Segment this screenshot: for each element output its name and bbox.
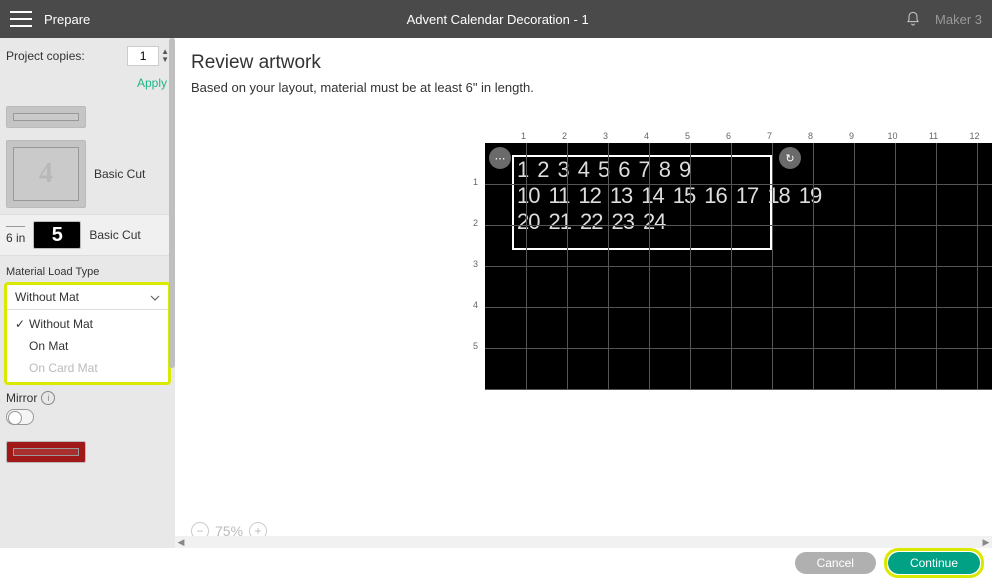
mat-item-red[interactable] — [0, 431, 175, 469]
menu-icon[interactable] — [10, 11, 32, 27]
content: Review artwork Based on your layout, mat… — [175, 38, 992, 548]
mat-item-4[interactable]: 4 Basic Cut — [0, 134, 175, 214]
continue-highlight: Continue — [884, 548, 984, 578]
dropdown-value: Without Mat — [15, 290, 79, 304]
cancel-button[interactable]: Cancel — [795, 552, 876, 574]
apply-button[interactable]: Apply — [137, 76, 167, 90]
artwork-numbers: 123456789101112131415161718192021222324 — [517, 157, 821, 235]
ruler-horizontal: 12345678910111213 — [503, 131, 992, 141]
material-load-dropdown[interactable]: Without Mat — [7, 285, 168, 310]
scroll-right-icon[interactable]: ▶ — [980, 536, 992, 548]
machine-label[interactable]: Maker 3 — [935, 12, 982, 27]
option-without-mat[interactable]: ✓Without Mat — [7, 313, 168, 335]
mat-thumb-top[interactable] — [0, 100, 175, 134]
mirror-label: Mirror — [6, 391, 37, 405]
sidebar: Project copies: ▲▼ Apply 4 Basic Cut 6 i… — [0, 38, 175, 548]
material-load-type-label: Material Load Type — [0, 256, 175, 282]
chevron-down-icon — [150, 292, 160, 302]
project-title: Advent Calendar Decoration - 1 — [90, 12, 905, 27]
scroll-left-icon[interactable]: ◀ — [175, 536, 187, 548]
ruler-vertical: 12345 — [473, 161, 478, 366]
page-title: Review artwork — [191, 52, 976, 74]
option-on-card-mat: On Card Mat — [7, 357, 168, 379]
canvas-area: 12345678910111213 12345 ⋯ ↻ 123456789101… — [175, 99, 992, 548]
topbar: Prepare Advent Calendar Decoration - 1 M… — [0, 0, 992, 38]
page-subtext: Based on your layout, material must be a… — [191, 80, 976, 95]
mat4-label: Basic Cut — [94, 167, 145, 181]
mat5-label: Basic Cut — [89, 228, 140, 242]
mat5-thumb: 5 — [33, 221, 81, 249]
continue-button[interactable]: Continue — [888, 552, 980, 574]
dropdown-list: ✓Without Mat On Mat On Card Mat — [7, 310, 168, 382]
info-icon[interactable]: i — [41, 391, 55, 405]
horizontal-scrollbar[interactable]: ◀ ▶ — [175, 536, 992, 548]
mat-size: 6 in — [6, 226, 25, 245]
material-load-dropdown-highlight: Without Mat ✓Without Mat On Mat On Card … — [4, 282, 171, 385]
copies-label: Project copies: — [6, 49, 127, 63]
options-icon[interactable]: ⋯ — [489, 147, 511, 169]
copies-input[interactable] — [127, 46, 159, 66]
mirror-toggle[interactable] — [6, 409, 34, 425]
prepare-label: Prepare — [44, 12, 90, 27]
selected-mat[interactable]: 6 in 5 Basic Cut — [0, 214, 175, 256]
bell-icon[interactable] — [905, 11, 921, 27]
option-on-mat[interactable]: On Mat — [7, 335, 168, 357]
mat-preview[interactable]: ⋯ ↻ 123456789101112131415161718192021222… — [485, 143, 992, 389]
copies-stepper[interactable]: ▲▼ — [161, 48, 169, 64]
footer: Cancel Continue — [0, 548, 992, 578]
